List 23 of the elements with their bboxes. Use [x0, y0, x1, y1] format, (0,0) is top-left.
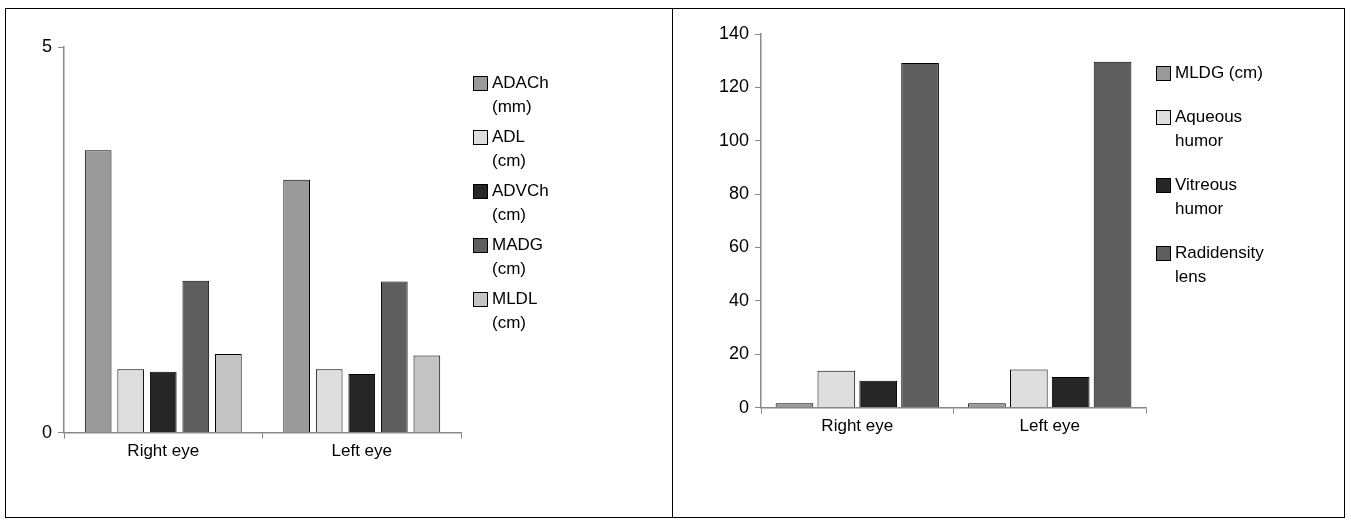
y-tick-label: 20 — [729, 343, 750, 364]
legend-label: ADACh (mm) — [492, 72, 550, 118]
legend-label: Radidensity lens — [1175, 242, 1265, 288]
y-tick-label: 120 — [718, 76, 750, 97]
x-tick-label: Left eye — [331, 441, 392, 461]
legend-label: ADL (cm) — [492, 126, 527, 172]
y-tick-label: 5 — [42, 35, 53, 56]
y-tick-label: 80 — [729, 183, 750, 204]
legend-label: Aqueous humor — [1175, 106, 1244, 152]
y-tick-label: 100 — [718, 129, 750, 150]
legend-label: ADVCh (cm) — [492, 180, 550, 226]
x-tick-label: Right eye — [127, 441, 200, 461]
x-tick-label: Right eye — [821, 416, 894, 436]
x-tick-label: Left eye — [1019, 416, 1081, 436]
legend-label: MLDL (cm) — [492, 288, 538, 334]
y-tick-label: 60 — [729, 236, 750, 257]
legend-label: MLDG (cm) — [1175, 62, 1263, 84]
y-tick-label: 40 — [729, 289, 750, 310]
legend-label: MADG (cm) — [492, 234, 544, 280]
y-tick-label: 0 — [739, 396, 750, 417]
y-tick-label: 140 — [718, 22, 750, 43]
y-tick-label: 0 — [42, 421, 53, 442]
legend-label: Vitreous humor — [1175, 174, 1239, 220]
